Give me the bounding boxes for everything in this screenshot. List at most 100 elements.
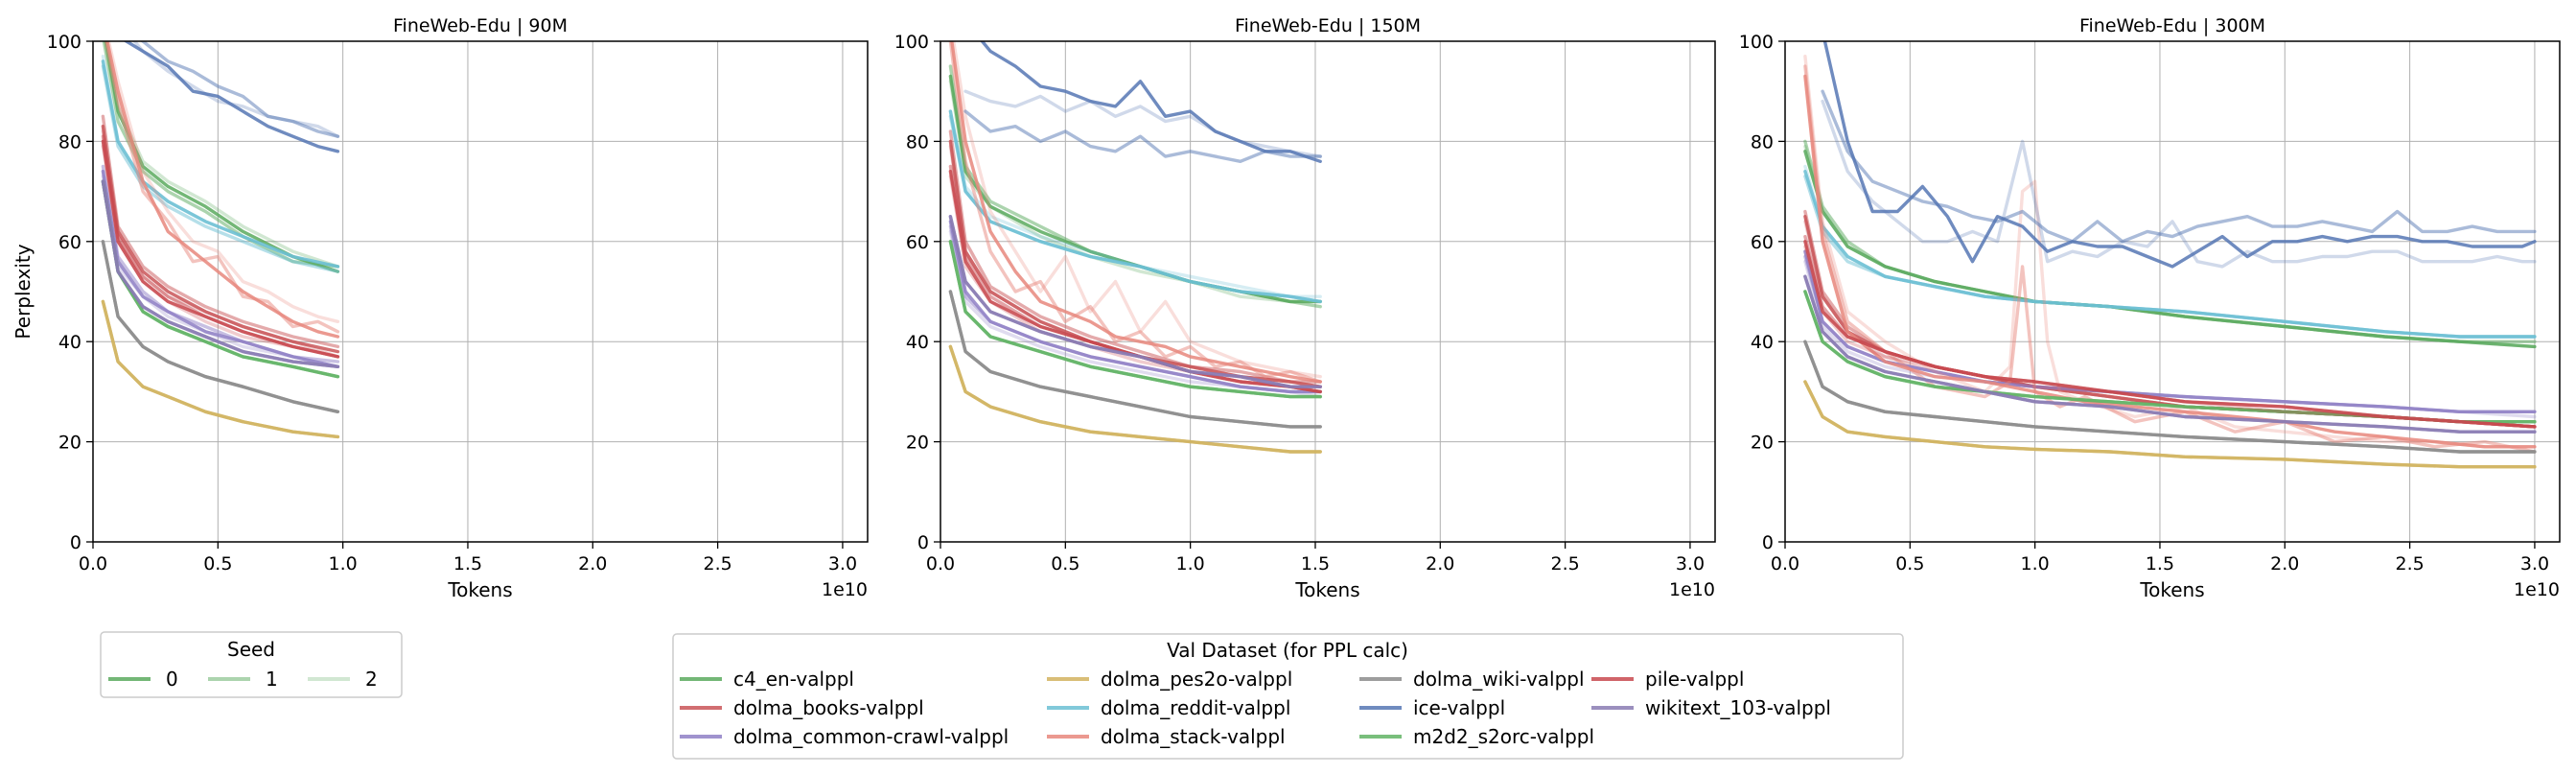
legend-label-dolma_common-crawl-valppl: dolma_common-crawl-valppl <box>733 725 1009 748</box>
subplot-title: FineWeb-Edu | 300M <box>2079 15 2265 36</box>
x-tick-label: 0.0 <box>79 553 107 575</box>
series-line-ice-valppl-seed-2 <box>132 41 340 138</box>
seed-legend: Seed 0 1 2 <box>100 631 403 698</box>
legend-label-dolma_stack-valppl: dolma_stack-valppl <box>1101 725 1286 748</box>
series-line-dolma_reddit-valppl-seed-0 <box>101 59 340 269</box>
series-line-dolma_pes2o-valppl-seed-1 <box>948 344 1322 454</box>
x-tick-label: 3.0 <box>828 553 857 575</box>
legend-label-c4_en-valppl: c4_en-valppl <box>733 668 854 691</box>
axes-frame <box>940 40 1716 543</box>
subplot-title: FineWeb-Edu | 90M <box>393 15 568 36</box>
series-line-dolma_common-crawl-valppl-seed-1 <box>101 164 340 364</box>
x-tick-label: 2.5 <box>1551 553 1580 575</box>
series-line-dolma_wiki-valppl-seed-2 <box>948 290 1322 429</box>
y-tick-label: 0 <box>1762 532 1774 553</box>
series-line-ice-valppl-seed-0 <box>980 41 1322 164</box>
series-line-dolma_reddit-valppl-seed-1 <box>101 64 340 273</box>
seed-legend-title: Seed <box>227 638 275 661</box>
series-line-dolma_reddit-valppl-seed-2 <box>1803 164 2537 339</box>
x-tick-label: 0.5 <box>1895 553 1924 575</box>
y-tick-label: 100 <box>1739 32 1774 53</box>
x-axis-label: Tokens <box>1294 578 1359 601</box>
x-tick-label: 1.0 <box>2021 553 2050 575</box>
seed-label-0: 0 <box>166 668 178 691</box>
x-tick-label: 3.0 <box>2520 553 2549 575</box>
x-tick-label: 1.0 <box>329 553 358 575</box>
series-line-wikitext_103-valppl-seed-2 <box>948 214 1322 388</box>
x-tick-label: 2.5 <box>704 553 732 575</box>
series-line-c4_en-valppl-seed-2 <box>104 41 340 269</box>
series-line-ice-valppl-seed-1 <box>139 41 340 138</box>
x-tick-label: 1.5 <box>1301 553 1330 575</box>
series-line-dolma_reddit-valppl-seed-2 <box>101 55 340 269</box>
series-line-c4_en-valppl-seed-0 <box>1803 150 2537 349</box>
dataset-legend: Val Dataset (for PPL calc)c4_en-valppldo… <box>672 633 1904 760</box>
x-tick-label: 2.5 <box>2396 553 2425 575</box>
series-line-ice-valppl-seed-0 <box>123 41 340 153</box>
series-line-dolma_books-valppl-seed-1 <box>101 114 340 349</box>
y-tick-label: 100 <box>894 32 929 53</box>
x-axis-scale: 1e10 <box>2514 579 2560 600</box>
series-line-c4_en-valppl-seed-2 <box>1803 144 2537 349</box>
seed-label-2: 2 <box>365 668 378 691</box>
y-tick-label: 40 <box>906 332 929 353</box>
y-tick-label: 20 <box>906 433 929 454</box>
x-tick-label: 3.0 <box>1676 553 1705 575</box>
series-line-pile-valppl-seed-1 <box>1803 234 2537 429</box>
seed-label-1: 1 <box>266 668 278 691</box>
series-line-dolma_pes2o-valppl-seed-2 <box>948 344 1322 454</box>
series-line-wikitext_103-valppl-seed-1 <box>1803 274 2537 434</box>
legend-label-dolma_reddit-valppl: dolma_reddit-valppl <box>1101 696 1290 719</box>
series-line-dolma_stack-valppl-seed-2 <box>951 41 1322 379</box>
series-line-dolma_wiki-valppl-seed-2 <box>101 240 340 413</box>
y-axis-label: Perplexity <box>12 244 35 339</box>
series-line-dolma_common-crawl-valppl-seed-1 <box>948 224 1322 394</box>
y-tick-label: 60 <box>1751 232 1774 253</box>
series-line-wikitext_103-valppl-seed-2 <box>1803 274 2537 434</box>
series-line-dolma_stack-valppl-seed-2 <box>1803 55 2537 449</box>
series-line-dolma_common-crawl-valppl-seed-2 <box>948 229 1322 399</box>
x-tick-label: 0.0 <box>1771 553 1799 575</box>
x-axis-scale: 1e10 <box>822 579 868 600</box>
subplot-2: 0.0 0.5 1.0 1.5 2.0 2.5 3.0 0 20 40 60 80 100 FineWeb… <box>894 15 1716 601</box>
y-tick-label: 80 <box>906 131 929 152</box>
x-tick-label: 2.0 <box>578 553 607 575</box>
series-line-dolma_pes2o-valppl-seed-2 <box>1803 380 2537 469</box>
series-line-ice-valppl-seed-1 <box>1821 89 2537 244</box>
x-tick-label: 2.0 <box>2270 553 2299 575</box>
series-line-wikitext_103-valppl-seed-2 <box>101 179 340 368</box>
series-line-m2d2_s2orc-valppl-seed-1 <box>948 240 1322 399</box>
dataset-legend-box <box>672 633 1904 760</box>
series-line-pile-valppl-seed-2 <box>948 175 1322 394</box>
y-tick-label: 100 <box>47 32 81 53</box>
series-line-pile-valppl-seed-2 <box>1803 245 2537 429</box>
x-tick-label: 1.5 <box>453 553 482 575</box>
series-line-wikitext_103-valppl-seed-1 <box>948 214 1322 388</box>
series-line-ice-valppl-seed-2 <box>1821 99 2537 269</box>
y-tick-label: 80 <box>58 131 81 152</box>
y-tick-label: 0 <box>917 532 929 553</box>
legend-label-dolma_books-valppl: dolma_books-valppl <box>733 696 924 719</box>
x-tick-label: 1.5 <box>2146 553 2174 575</box>
series-line-dolma_pes2o-valppl-seed-1 <box>1803 380 2537 469</box>
series-line-dolma_common-crawl-valppl-seed-2 <box>101 175 340 368</box>
series-group <box>948 41 1322 454</box>
series-line-dolma_books-valppl-seed-0 <box>101 124 340 354</box>
series-line-dolma_stack-valppl-seed-2 <box>106 41 340 323</box>
y-tick-label: 0 <box>70 532 81 553</box>
series-line-dolma_stack-valppl-seed-1 <box>104 41 340 334</box>
series-line-pile-valppl-seed-1 <box>948 164 1322 394</box>
series-line-m2d2_s2orc-valppl-seed-2 <box>948 240 1322 399</box>
x-axis-label: Tokens <box>2139 578 2204 601</box>
y-tick-label: 60 <box>906 232 929 253</box>
series-line-c4_en-valppl-seed-2 <box>948 80 1322 304</box>
y-tick-label: 20 <box>1751 433 1774 454</box>
series-line-pile-valppl-seed-2 <box>101 144 340 359</box>
axes-frame <box>1784 40 2561 543</box>
series-line-ice-valppl-seed-1 <box>963 109 1322 164</box>
y-tick-label: 40 <box>1751 332 1774 353</box>
x-tick-label: 0.5 <box>203 553 232 575</box>
y-tick-label: 40 <box>58 332 81 353</box>
series-line-dolma_reddit-valppl-seed-1 <box>1803 175 2537 339</box>
series-line-dolma_wiki-valppl-seed-1 <box>101 240 340 413</box>
